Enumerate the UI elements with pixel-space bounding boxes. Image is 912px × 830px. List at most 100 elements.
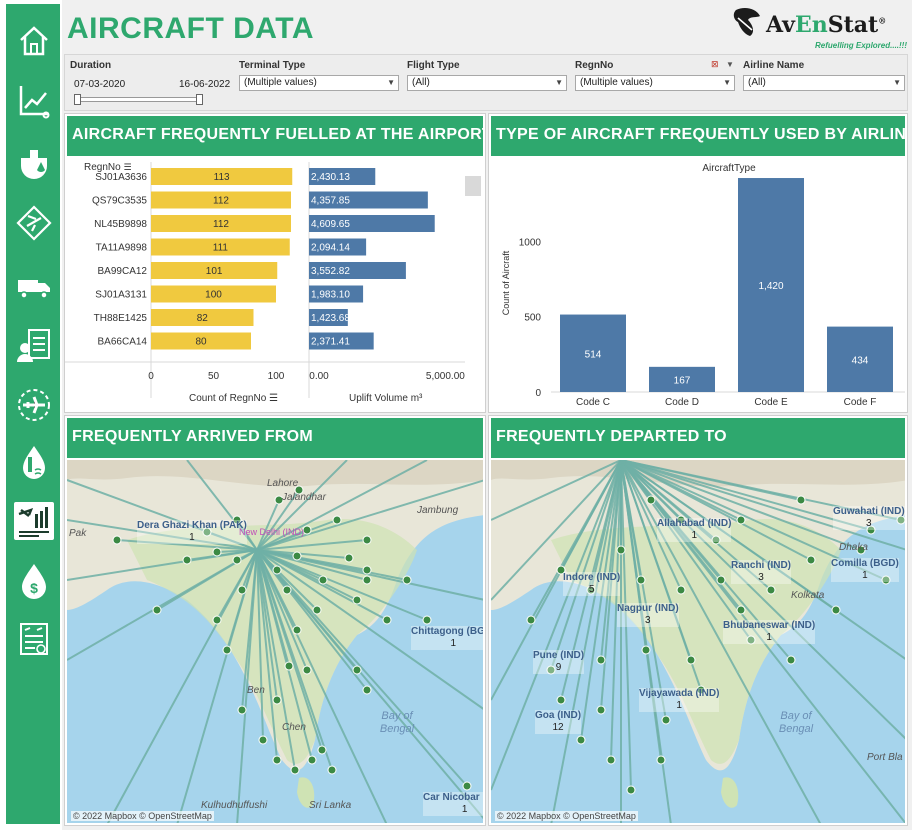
airport-marker[interactable] xyxy=(676,585,686,595)
airport-marker[interactable] xyxy=(696,685,706,695)
airport-marker[interactable] xyxy=(546,665,556,675)
duration-slider[interactable] xyxy=(75,97,203,102)
airport-marker[interactable] xyxy=(344,553,354,563)
airport-marker[interactable] xyxy=(676,515,686,525)
airport-marker[interactable] xyxy=(327,765,337,775)
analytics-icon[interactable] xyxy=(15,82,53,120)
departed-place-label[interactable]: Allahabad (IND) 1 xyxy=(657,518,732,542)
airport-marker[interactable] xyxy=(274,495,284,505)
duration-slider-start-handle[interactable] xyxy=(74,94,81,105)
airport-marker[interactable] xyxy=(352,595,362,605)
airport-marker[interactable] xyxy=(212,547,222,557)
departed-place-label[interactable]: Indore (IND) 5 xyxy=(563,572,621,596)
departed-place-label[interactable]: Comilla (BGD) 1 xyxy=(831,558,899,582)
airport-marker[interactable] xyxy=(362,575,372,585)
airport-marker[interactable] xyxy=(896,515,905,525)
flight-report-icon[interactable] xyxy=(15,620,53,658)
uplift-bar[interactable] xyxy=(309,285,364,303)
departed-place-label[interactable]: Pune (IND) 9 xyxy=(533,650,585,674)
uplift-bar[interactable] xyxy=(309,215,435,232)
uplift-bar[interactable] xyxy=(309,191,428,209)
airport-marker[interactable] xyxy=(312,605,322,615)
airport-marker[interactable] xyxy=(258,735,268,745)
aircraft-type-bar[interactable] xyxy=(649,366,715,392)
scrollbar-thumb[interactable] xyxy=(465,176,481,196)
airport-marker[interactable] xyxy=(656,755,666,765)
count-bar[interactable] xyxy=(151,262,278,279)
count-bar[interactable] xyxy=(151,332,251,350)
duration-slider-end-handle[interactable] xyxy=(196,94,203,105)
aircraft-icon[interactable] xyxy=(15,386,53,424)
airport-marker[interactable] xyxy=(736,605,746,615)
aircraft-data-icon[interactable] xyxy=(14,502,54,540)
clear-filter-icon[interactable]: ⊠ xyxy=(711,59,719,69)
count-bar[interactable] xyxy=(151,191,291,209)
airport-marker[interactable] xyxy=(736,515,746,525)
airport-marker[interactable] xyxy=(152,605,162,615)
airport-marker[interactable] xyxy=(292,625,302,635)
departed-place-label[interactable]: Bhubaneswar (IND) 1 xyxy=(723,620,816,644)
airport-marker[interactable] xyxy=(284,661,294,671)
airport-marker[interactable] xyxy=(881,575,891,585)
departed-map[interactable]: Bay of Bengal Port Bla Dhaka Kolkata All… xyxy=(491,460,905,823)
count-bar[interactable] xyxy=(151,238,290,256)
airport-marker[interactable] xyxy=(646,495,656,505)
airport-marker[interactable] xyxy=(362,535,372,545)
uplift-bar[interactable] xyxy=(309,332,374,350)
airport-marker[interactable] xyxy=(382,615,392,625)
airport-marker[interactable] xyxy=(806,555,816,565)
uplift-bar[interactable] xyxy=(309,309,348,326)
regn-no-column-header[interactable]: RegnNo ☰ xyxy=(84,162,132,173)
airport-marker[interactable] xyxy=(661,715,671,725)
airport-marker[interactable] xyxy=(232,555,242,565)
airport-marker[interactable] xyxy=(302,665,312,675)
departed-place-label[interactable]: Guwahati (IND) 3 xyxy=(833,506,905,530)
airport-marker[interactable] xyxy=(237,585,247,595)
airport-marker[interactable] xyxy=(352,665,362,675)
airport-marker[interactable] xyxy=(626,785,636,795)
fuel-truck-icon[interactable] xyxy=(15,266,53,304)
airport-marker[interactable] xyxy=(556,565,566,575)
departed-place-label[interactable]: Nagpur (IND) 3 xyxy=(617,603,679,627)
count-bar[interactable] xyxy=(151,215,291,232)
airport-marker[interactable] xyxy=(796,495,806,505)
aircraft-type-bar[interactable] xyxy=(560,314,626,392)
aircraft-type-bar[interactable] xyxy=(738,178,804,392)
airport-marker[interactable] xyxy=(272,755,282,765)
airport-marker[interactable] xyxy=(831,605,841,615)
departed-place-label[interactable]: Goa (IND) 12 xyxy=(535,710,582,734)
airport-marker[interactable] xyxy=(686,655,696,665)
airport-marker[interactable] xyxy=(272,565,282,575)
airport-marker[interactable] xyxy=(307,755,317,765)
uplift-bar[interactable] xyxy=(309,262,406,279)
airport-marker[interactable] xyxy=(616,545,626,555)
airport-marker[interactable] xyxy=(606,755,616,765)
airport-marker[interactable] xyxy=(237,705,247,715)
arrived-map-canvas[interactable] xyxy=(67,460,483,823)
airport-marker[interactable] xyxy=(526,615,536,625)
airport-marker[interactable] xyxy=(716,575,726,585)
airport-marker[interactable] xyxy=(292,551,302,561)
airport-marker[interactable] xyxy=(318,575,328,585)
airport-marker[interactable] xyxy=(402,575,412,585)
arrived-place-label[interactable]: Dera Ghazi Khan (PAK) 1 xyxy=(137,520,247,544)
uplift-bar[interactable] xyxy=(309,238,367,256)
airport-marker[interactable] xyxy=(232,515,242,525)
airport-marker[interactable] xyxy=(786,655,796,665)
airport-marker[interactable] xyxy=(766,585,776,595)
airport-marker[interactable] xyxy=(317,745,327,755)
airport-marker[interactable] xyxy=(746,635,756,645)
count-bar[interactable] xyxy=(151,309,254,326)
regn-no-select[interactable]: (Multiple values) ▼ xyxy=(575,75,735,91)
departed-place-label[interactable]: Vijayawada (IND) 1 xyxy=(639,688,720,712)
temperature-water-icon[interactable] xyxy=(15,444,53,482)
airport-marker[interactable] xyxy=(641,645,651,655)
arrived-place-label[interactable]: Chittagong (BGD)1 xyxy=(411,626,483,650)
airport-marker[interactable] xyxy=(462,781,472,791)
airport-marker[interactable] xyxy=(212,615,222,625)
airport-marker[interactable] xyxy=(711,535,721,545)
fuel-hydrant-icon[interactable] xyxy=(15,144,53,182)
airport-marker[interactable] xyxy=(332,515,342,525)
arrived-map[interactable]: Pak Lahore Jalandhar Jambung Ben Chen Ba… xyxy=(67,460,483,823)
departed-place-label[interactable]: Ranchi (IND) 3 xyxy=(731,560,791,584)
